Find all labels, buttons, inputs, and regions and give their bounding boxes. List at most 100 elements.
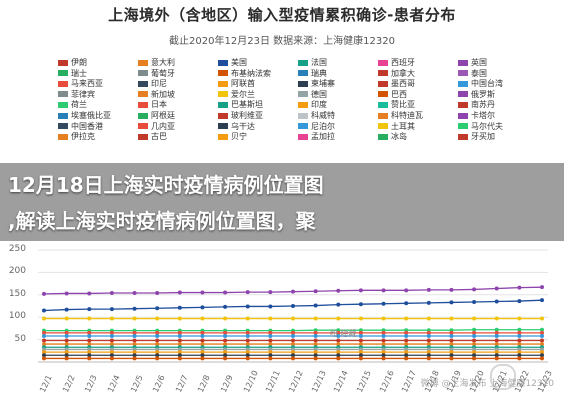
data-point xyxy=(358,330,363,335)
data-point xyxy=(358,316,363,321)
data-point xyxy=(132,334,137,339)
data-point xyxy=(223,350,228,355)
data-point xyxy=(177,316,182,321)
data-point xyxy=(291,330,295,335)
data-point xyxy=(426,330,431,335)
legend-label: 古巴 xyxy=(151,132,167,142)
data-point xyxy=(291,350,295,355)
legend-swatch xyxy=(58,80,68,87)
data-point xyxy=(494,356,499,361)
data-point xyxy=(517,338,522,343)
data-point xyxy=(245,350,250,355)
data-point xyxy=(472,316,477,321)
legend-item: 马尔代夫 xyxy=(458,122,503,132)
data-point xyxy=(245,342,250,347)
data-point xyxy=(87,316,92,321)
data-point xyxy=(155,316,160,321)
data-point xyxy=(472,287,477,292)
data-point xyxy=(336,316,341,321)
data-point xyxy=(540,334,544,339)
data-point xyxy=(291,353,295,358)
legend-item: 葡萄牙 xyxy=(138,69,175,79)
legend-item: 古巴 xyxy=(138,132,167,142)
y-tick-label: 250 xyxy=(8,244,26,254)
data-point xyxy=(200,330,205,335)
legend-label: 赞比亚 xyxy=(391,100,415,110)
legend-swatch xyxy=(138,112,148,119)
data-point xyxy=(155,291,160,296)
data-point xyxy=(472,338,477,343)
legend-swatch xyxy=(138,133,148,140)
legend-item: 巴西 xyxy=(378,90,407,100)
data-point xyxy=(426,334,431,339)
data-point xyxy=(426,287,431,292)
legend-swatch xyxy=(58,101,68,108)
data-point xyxy=(200,334,205,339)
data-point xyxy=(449,300,454,305)
data-point xyxy=(313,356,318,361)
data-point xyxy=(87,338,92,343)
data-point xyxy=(155,334,160,339)
legend-item: 美国 xyxy=(218,58,247,68)
data-point xyxy=(540,285,544,290)
data-point xyxy=(64,307,69,312)
data-point xyxy=(381,288,386,293)
data-point xyxy=(64,291,69,296)
data-point xyxy=(268,338,273,343)
legend-item: 埃塞俄比亚 xyxy=(58,111,111,121)
data-point xyxy=(494,327,499,332)
legend-item: 柬埔寨 xyxy=(298,79,335,89)
legend-swatch xyxy=(458,70,468,77)
data-point xyxy=(132,330,137,335)
legend-label: 贝宁 xyxy=(231,132,247,142)
data-point xyxy=(64,330,69,335)
watermark: 微博 @上海发布 上海健康12320 xyxy=(420,379,554,389)
data-point xyxy=(404,356,409,361)
legend-swatch xyxy=(298,70,308,77)
data-point xyxy=(291,338,295,343)
legend-label: 美国 xyxy=(231,58,247,67)
data-point xyxy=(358,342,363,347)
data-point xyxy=(177,338,182,343)
data-point xyxy=(472,299,477,304)
headline-banner: 12月18日上海实时疫情病例位置图 ,解读上海实时疫情病例位置图，聚 xyxy=(0,163,564,241)
data-point xyxy=(358,353,363,358)
data-point xyxy=(291,289,295,294)
data-point xyxy=(449,316,454,321)
data-point xyxy=(336,334,341,339)
data-point xyxy=(155,350,160,355)
legend-swatch xyxy=(458,80,468,87)
data-point xyxy=(336,338,341,343)
data-point xyxy=(449,356,454,361)
legend-label: 巴基斯坦 xyxy=(231,100,263,110)
data-point xyxy=(268,330,273,335)
legend-label: 尼泊尔 xyxy=(311,121,335,131)
legend-swatch xyxy=(378,133,388,140)
data-point xyxy=(540,356,544,361)
data-point xyxy=(517,299,522,304)
data-point xyxy=(132,291,137,296)
data-point xyxy=(540,330,544,335)
data-point xyxy=(494,353,499,358)
legend-swatch xyxy=(378,70,388,77)
legend-swatch xyxy=(458,133,468,140)
legend-label: 俄罗斯 xyxy=(471,89,495,99)
data-point xyxy=(87,342,92,347)
legend-item: 意大利 xyxy=(138,58,175,68)
legend-label: 牙买加 xyxy=(471,132,495,142)
legend-item: 贝宁 xyxy=(218,132,247,142)
data-point xyxy=(472,350,477,355)
data-point xyxy=(494,342,499,347)
data-point xyxy=(540,342,544,347)
legend-swatch xyxy=(298,101,308,108)
data-point xyxy=(42,308,46,313)
legend-item: 瑞典 xyxy=(298,69,327,79)
data-point xyxy=(87,291,92,296)
legend-item: 爱尔兰 xyxy=(218,90,255,100)
legend-swatch xyxy=(458,112,468,119)
legend-swatch xyxy=(458,59,468,66)
legend-item: 中国台湾 xyxy=(458,79,503,89)
data-point xyxy=(381,342,386,347)
y-tick-label: 200 xyxy=(8,266,26,277)
